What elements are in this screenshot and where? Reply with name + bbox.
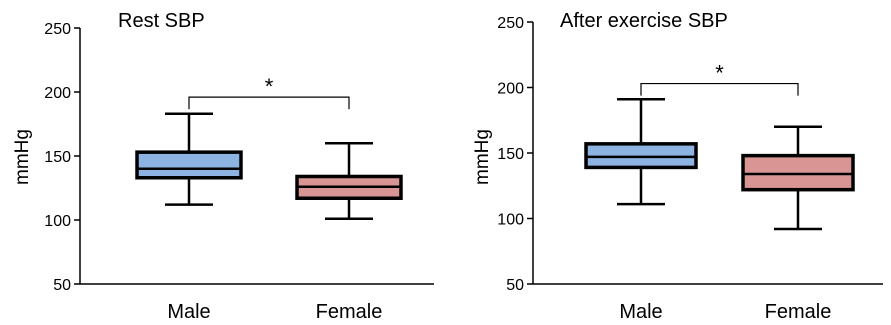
chart-panel-rest-sbp: Rest SBP mmHg 50 100 150 200 250 Male Female * xyxy=(12,10,434,323)
y-axis-label: mmHg xyxy=(472,129,493,185)
y-tick-label: 250 xyxy=(44,21,71,38)
y-tick-label: 100 xyxy=(497,212,524,229)
y-tick-label: 50 xyxy=(506,277,524,294)
chart-title: Rest SBP xyxy=(118,10,205,32)
chart-panel-after-exercise-sbp: After exercise SBP mmHg 50 100 150 200 250 Ma… xyxy=(472,10,883,323)
y-tick-label: 150 xyxy=(497,146,524,163)
plot-area: 50 100 150 200 250 Male Female * xyxy=(497,15,883,323)
y-tick-label: 250 xyxy=(497,15,524,32)
significance-bracket xyxy=(640,82,799,96)
y-tick-label: 200 xyxy=(497,81,524,98)
box-female xyxy=(741,153,855,192)
plot-area: 50 100 150 200 250 Male Female * xyxy=(44,21,434,323)
y-tick-label: 50 xyxy=(53,277,71,294)
significance-marker: * xyxy=(265,74,274,99)
chart-title: After exercise SBP xyxy=(560,10,728,32)
y-tick-label: 100 xyxy=(44,213,71,230)
y-axis-label: mmHg xyxy=(12,129,33,185)
x-tick-label: Female xyxy=(316,301,383,323)
y-tick-label: 150 xyxy=(44,149,71,166)
y-tick-label: 200 xyxy=(44,85,71,102)
x-tick-label: Male xyxy=(619,301,662,323)
x-tick-label: Male xyxy=(167,301,210,323)
x-tick-label: Female xyxy=(765,301,832,323)
significance-marker: * xyxy=(715,61,724,86)
significance-bracket xyxy=(188,96,350,110)
box-male xyxy=(135,150,243,180)
box-male xyxy=(584,142,698,170)
